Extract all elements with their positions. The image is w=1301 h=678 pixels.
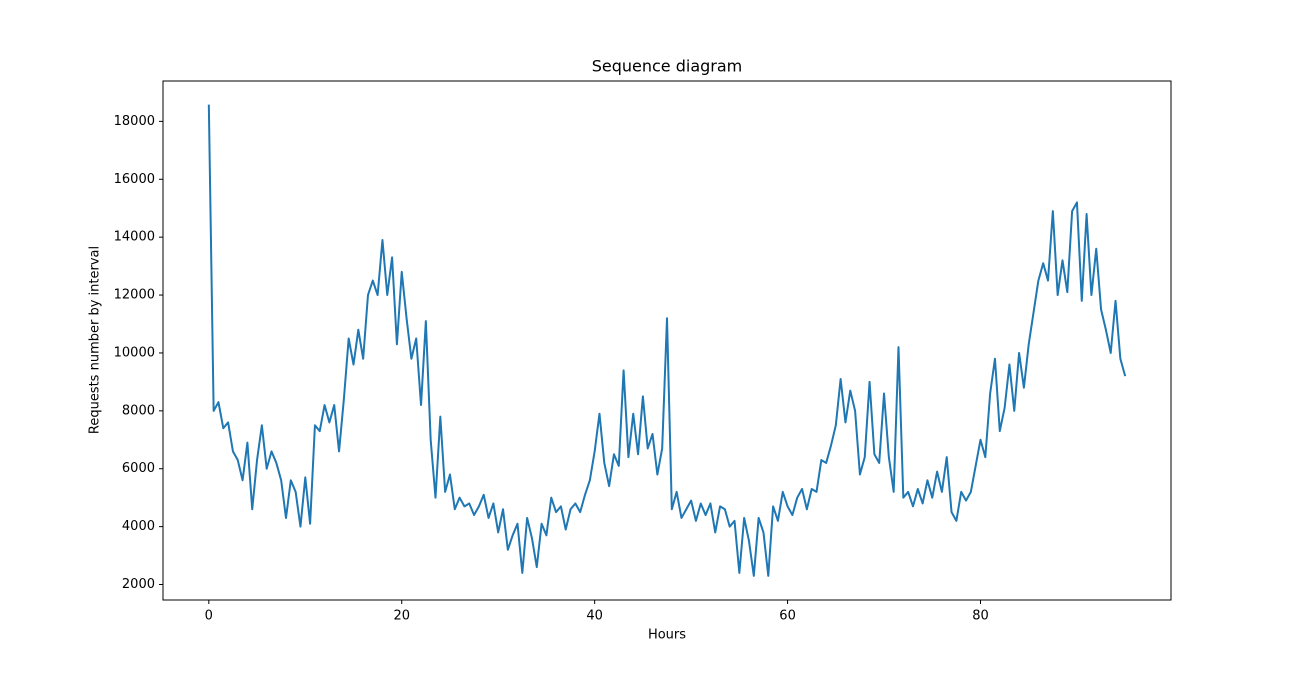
- plot-frame: [162, 80, 1172, 601]
- data-line: [207, 104, 1127, 577]
- y-tick-label: 16000: [114, 172, 155, 187]
- x-tick-label: 40: [586, 609, 603, 624]
- y-axis-label: Requests number by interval: [88, 246, 103, 434]
- y-tick-label: 14000: [114, 230, 155, 245]
- y-tick-label: 12000: [114, 288, 155, 303]
- x-tick-label: 60: [779, 609, 796, 624]
- y-tick-label: 8000: [122, 403, 155, 418]
- y-tick-label: 4000: [122, 519, 155, 534]
- y-tick-label: 10000: [114, 345, 155, 360]
- y-tick-label: 2000: [122, 577, 155, 592]
- y-tick-label: 6000: [122, 461, 155, 476]
- x-tick-label: 0: [205, 609, 213, 624]
- x-axis-label: Hours: [648, 628, 686, 643]
- chart-title: Sequence diagram: [592, 57, 743, 76]
- x-tick-label: 80: [972, 609, 989, 624]
- y-tick-label: 18000: [114, 114, 155, 129]
- x-tick-label: 20: [393, 609, 410, 624]
